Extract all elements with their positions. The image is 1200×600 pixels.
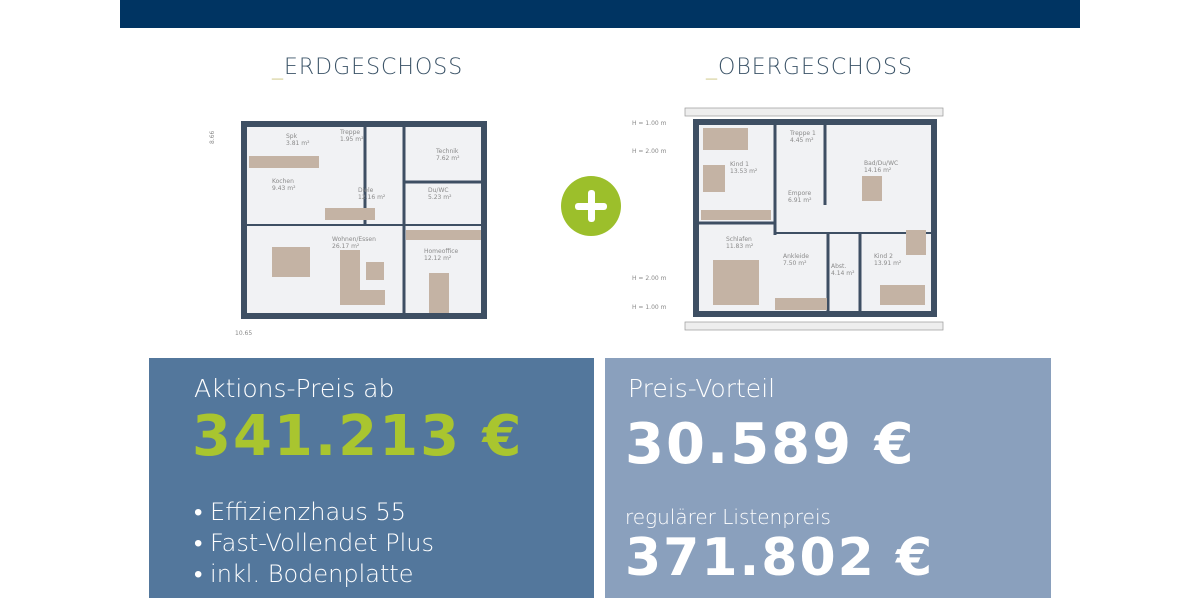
svg-text:12.16 m²: 12.16 m²: [358, 194, 386, 201]
svg-text:10.65: 10.65: [235, 330, 252, 337]
svg-text:8.66: 8.66: [209, 130, 216, 144]
svg-text:Kind 1: Kind 1: [730, 161, 749, 168]
svg-text:7.50 m²: 7.50 m²: [783, 260, 807, 267]
feature-item: • inkl. Bodenplatte: [194, 560, 414, 588]
svg-text:Abst.: Abst.: [831, 263, 846, 270]
svg-text:Du/WC: Du/WC: [428, 187, 449, 194]
svg-text:Treppe: Treppe: [339, 129, 360, 136]
svg-text:Empore: Empore: [788, 190, 811, 197]
svg-text:Ankleide: Ankleide: [783, 253, 809, 260]
action-price-label: Aktions-Preis ab: [194, 374, 395, 403]
svg-text:H = 2.00 m: H = 2.00 m: [632, 275, 667, 282]
svg-text:12.12 m²: 12.12 m²: [424, 255, 452, 262]
list-price-value: 371.802 €: [625, 528, 935, 588]
action-price-panel: Aktions-Preis ab 341.213 € • Effizienzha…: [149, 358, 594, 598]
advantage-value: 30.589 €: [625, 412, 916, 477]
svg-text:Technik: Technik: [435, 148, 459, 155]
svg-text:Homeoffice: Homeoffice: [424, 248, 458, 255]
svg-text:13.53 m²: 13.53 m²: [730, 168, 758, 175]
svg-text:H = 1.00 m: H = 1.00 m: [632, 120, 667, 127]
list-price-label: regulärer Listenpreis: [625, 505, 831, 529]
advantage-label: Preis-Vorteil: [628, 374, 776, 403]
svg-text:26.17 m²: 26.17 m²: [332, 243, 360, 250]
upper-floor-title: _OBERGESCHOSS: [706, 55, 913, 80]
svg-text:Schlafen: Schlafen: [726, 236, 752, 243]
svg-text:Diele: Diele: [358, 187, 374, 194]
svg-text:14.16 m²: 14.16 m²: [864, 167, 892, 174]
plus-icon: [561, 176, 621, 236]
svg-text:13.91 m²: 13.91 m²: [874, 260, 902, 267]
feature-item: • Fast-Vollendet Plus: [194, 529, 434, 557]
upper-room-labels: Treppe 14.45 m² Kind 113.53 m² Bad/Du/WC…: [726, 130, 902, 277]
svg-text:5.23 m²: 5.23 m²: [428, 194, 452, 201]
svg-text:11.83 m²: 11.83 m²: [726, 243, 754, 250]
svg-text:3.81 m²: 3.81 m²: [286, 140, 310, 147]
price-advantage-panel: Preis-Vorteil 30.589 € regulärer Listenp…: [605, 358, 1051, 598]
ground-floor-title: _ERDGESCHOSS: [272, 55, 464, 80]
svg-text:H = 2.00 m: H = 2.00 m: [632, 148, 667, 155]
feature-item: • Effizienzhaus 55: [194, 498, 407, 526]
svg-text:9.43 m²: 9.43 m²: [272, 185, 296, 192]
svg-text:7.62 m²: 7.62 m²: [436, 155, 460, 162]
feature-list: • Effizienzhaus 55 • Fast-Vollendet Plus…: [194, 497, 434, 590]
svg-text:H = 1.00 m: H = 1.00 m: [632, 304, 667, 311]
svg-text:Kochen: Kochen: [272, 178, 294, 185]
svg-text:Kind 2: Kind 2: [874, 253, 893, 260]
svg-text:Wohnen/Essen: Wohnen/Essen: [332, 236, 376, 243]
svg-text:4.14 m²: 4.14 m²: [831, 270, 855, 277]
svg-text:1.95 m²: 1.95 m²: [340, 136, 364, 143]
svg-text:6.91 m²: 6.91 m²: [788, 197, 812, 204]
upper-floor-plan: H = 1.00 m H = 2.00 m H = 2.00 m H = 1.0…: [632, 107, 944, 331]
svg-text:Spk: Spk: [286, 133, 298, 140]
title-banner: [120, 0, 1080, 28]
svg-text:Treppe 1: Treppe 1: [789, 130, 816, 137]
action-price-value: 341.213 €: [192, 404, 524, 469]
svg-text:Bad/Du/WC: Bad/Du/WC: [864, 160, 898, 167]
svg-text:4.45 m²: 4.45 m²: [790, 137, 814, 144]
